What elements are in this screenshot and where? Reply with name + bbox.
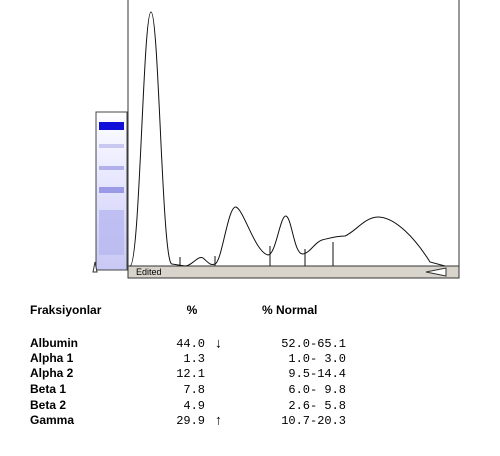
row-name: Alpha 1 [30,351,74,365]
gel-strip [92,111,128,273]
row-normal: 9.5-14.4 [288,367,346,381]
row-normal: 1.0- 3.0 [288,352,346,366]
row-name: Alpha 2 [30,366,74,380]
row-flag: ↑ [215,412,222,428]
row-pct: 44.0 [176,337,205,351]
graph-label: Edited [136,267,162,277]
row-normal: 10.7-20.3 [281,414,346,428]
row-pct: 1.3 [183,352,205,366]
row-name: Albumin [30,336,78,350]
header-pct: % [187,303,198,317]
row-pct: 4.9 [183,399,205,413]
row-normal: 52.0-65.1 [281,337,346,351]
row-pct: 7.8 [183,383,205,397]
row-name: Beta 2 [30,398,66,412]
row-name: Beta 1 [30,382,66,396]
row-normal: 6.0- 9.8 [288,383,346,397]
row-name: Gamma [30,413,74,427]
row-pct: 12.1 [176,367,205,381]
graph: Edited [127,0,460,279]
row-flag: ↓ [215,335,222,351]
row-pct: 29.9 [176,414,205,428]
header-name: Fraksiyonlar [30,303,102,317]
header-normal: % Normal [262,303,317,317]
table: Fraksiyonlar % % Normal Albumin 44.0 ↓ 52.0… [30,303,346,428]
row-normal: 2.6- 5.8 [288,399,346,413]
